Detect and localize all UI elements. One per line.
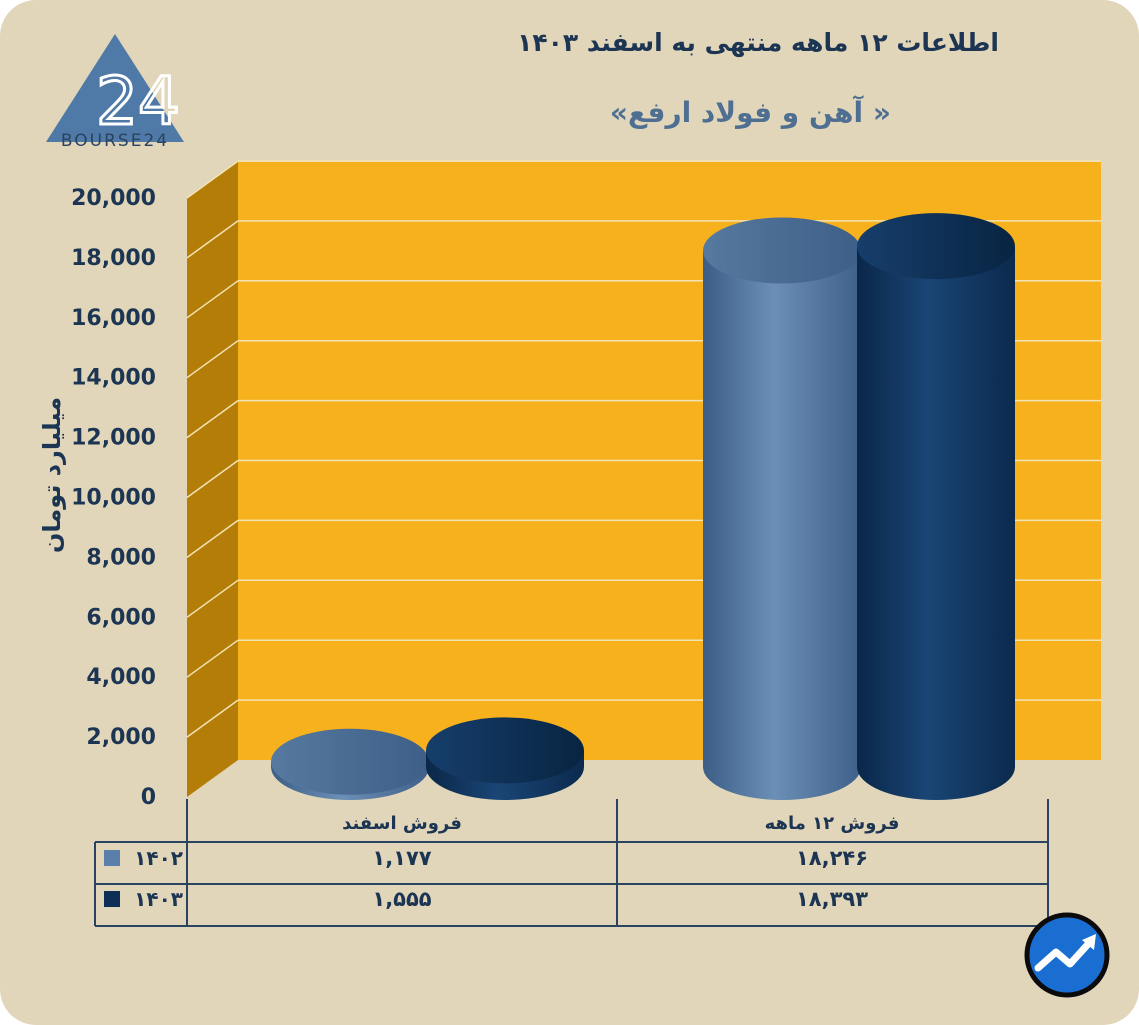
bar [703, 217, 861, 801]
gridline-side [186, 579, 239, 618]
bar-top [426, 717, 584, 784]
chart-title: اطلاعات ۱۲ ماهه منتهی به اسفند ۱۴۰۳ [517, 28, 999, 57]
bar-top [857, 213, 1015, 280]
y-tick-label: 0 [141, 785, 156, 810]
gridline-side [186, 160, 239, 199]
bar [426, 717, 584, 800]
bar-body [857, 246, 1015, 801]
data-label: ۱۸,۲۴۶ [796, 846, 868, 870]
bar [857, 213, 1015, 801]
data-label: ۱,۱۷۷ [372, 846, 431, 870]
x-tick-label: فروش ۱۲ ماهه [765, 813, 900, 834]
gridline-side [186, 519, 239, 559]
y-tick-label: 16,000 [71, 306, 156, 331]
gridline-side [186, 280, 239, 319]
legend-swatch [104, 850, 120, 866]
legend-label: ۱۴۰۳ [134, 887, 183, 911]
bar [271, 728, 429, 800]
y-tick-label: 8,000 [86, 545, 156, 570]
bar-top [703, 217, 861, 284]
y-tick-label: 2,000 [86, 725, 156, 750]
trend-chart-icon [1024, 912, 1110, 998]
y-tick-label: 4,000 [86, 665, 156, 690]
data-label: ۱,۵۵۵ [372, 887, 431, 911]
y-tick-label: 18,000 [71, 246, 156, 271]
legend-swatch [104, 891, 120, 907]
gridline-side [186, 220, 239, 259]
gridline-side [186, 340, 239, 379]
y-tick-label: 20,000 [71, 186, 156, 211]
bourse24-logo: 24 [46, 34, 184, 142]
bar-body [703, 250, 861, 801]
logo-text: BOURSE24 [60, 131, 170, 151]
legend-label: ۱۴۰۲ [134, 846, 183, 870]
gridline-side [186, 699, 239, 738]
y-tick-label: 14,000 [71, 366, 156, 391]
data-label: ۱۸,۳۹۳ [796, 887, 868, 911]
chart-subtitle: « آهن و فولاد ارفع» [609, 96, 891, 129]
x-tick-label: فروش اسفند [342, 813, 462, 834]
gridline-side [186, 399, 239, 439]
y-tick-label: 6,000 [86, 605, 156, 630]
bar-top [271, 728, 429, 795]
y-tick-label: 12,000 [71, 426, 156, 451]
gridline-side [186, 639, 239, 678]
y-tick-label: 10,000 [71, 486, 156, 511]
svg-text:24: 24 [96, 63, 180, 140]
gridline-side [186, 459, 239, 499]
